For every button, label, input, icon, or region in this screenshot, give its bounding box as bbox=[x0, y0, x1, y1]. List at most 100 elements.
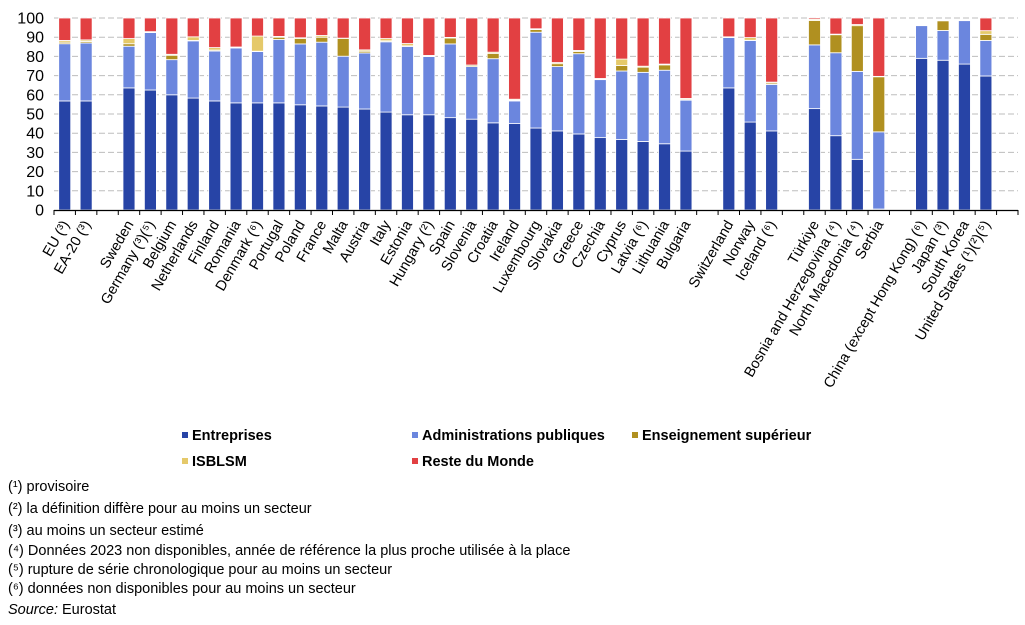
bar-segment-administrations-publiques bbox=[272, 39, 286, 104]
bar-segment-entreprises bbox=[722, 87, 736, 211]
bar-segment-reste-du-monde bbox=[401, 17, 414, 44]
bar-segment-entreprises bbox=[636, 141, 650, 211]
bar-segment-administrations-publiques bbox=[251, 51, 264, 104]
bar-segment-administrations-publiques bbox=[679, 99, 693, 152]
bar-segment-administrations-publiques bbox=[186, 40, 200, 99]
bar-segment-isblsm bbox=[743, 37, 757, 41]
bar-segment-enseignement-sup-rieur bbox=[293, 37, 307, 45]
bar-segment-reste-du-monde bbox=[636, 17, 650, 67]
bar-segment-enseignement-sup-rieur bbox=[658, 64, 671, 71]
bars bbox=[58, 17, 993, 211]
bar-segment-reste-du-monde bbox=[144, 17, 157, 33]
bar-segment-entreprises bbox=[936, 59, 950, 211]
bar-segment-entreprises bbox=[122, 87, 136, 211]
legend-swatch-icon bbox=[182, 432, 188, 439]
bar-segment-reste-du-monde bbox=[422, 17, 436, 56]
legend-label: Enseignement supérieur bbox=[642, 428, 812, 444]
bar-segment-enseignement-sup-rieur bbox=[443, 37, 457, 45]
bar-segment-reste-du-monde bbox=[293, 17, 307, 39]
bar-segment-entreprises bbox=[765, 130, 779, 211]
bar-segment-administrations-publiques bbox=[551, 66, 564, 132]
bar-segment-reste-du-monde bbox=[593, 17, 607, 79]
bar-segment-administrations-publiques bbox=[122, 45, 136, 89]
bar-segment-administrations-publiques bbox=[872, 131, 886, 210]
bar-segment-isblsm bbox=[251, 35, 264, 52]
legend-item-administrations-publiques: Administrations publiques bbox=[412, 428, 605, 444]
bar-segment-reste-du-monde bbox=[186, 17, 200, 38]
bar-segment-entreprises bbox=[508, 123, 521, 211]
bar-segment-entreprises bbox=[79, 100, 93, 211]
bar-segment-entreprises bbox=[615, 139, 629, 211]
bar-segment-reste-du-monde bbox=[79, 17, 93, 41]
source-label: Source: bbox=[8, 602, 58, 618]
y-tick-label: 80 bbox=[26, 49, 44, 66]
footnotes: (¹) provisoire (²) la définition diffère… bbox=[8, 478, 570, 620]
bar-segment-entreprises bbox=[551, 130, 564, 211]
bar-segment-reste-du-monde bbox=[251, 17, 264, 37]
bar-segment-reste-du-monde bbox=[315, 17, 329, 36]
bar-segment-enseignement-sup-rieur bbox=[808, 20, 821, 46]
bar-segment-reste-du-monde bbox=[615, 17, 629, 60]
bar-segment-entreprises bbox=[186, 97, 200, 211]
bar-segment-administrations-publiques bbox=[529, 31, 543, 129]
bar-segment-administrations-publiques bbox=[829, 52, 843, 137]
legend-swatch-icon bbox=[632, 432, 638, 439]
stacked-bar-chart: 0 10 20 30 40 50 60 70 80 90 100 EU (³)EA-20 (³) Sw… bbox=[17, 11, 1019, 391]
legend-label: Reste du Monde bbox=[422, 454, 534, 470]
bar-segment-enseignement-sup-rieur bbox=[636, 66, 650, 73]
bar-segment-reste-du-monde bbox=[208, 17, 222, 48]
bar-segment-enseignement-sup-rieur bbox=[936, 20, 950, 31]
y-tick-label: 100 bbox=[17, 11, 44, 28]
bar-segment-administrations-publiques bbox=[208, 50, 222, 102]
bar-segment-administrations-publiques bbox=[144, 32, 157, 91]
source-line: Source: Eurostat bbox=[8, 601, 570, 620]
y-tick-label: 10 bbox=[26, 183, 44, 200]
bar-segment-administrations-publiques bbox=[315, 41, 329, 107]
bar-segment-entreprises bbox=[251, 102, 264, 211]
bar-segment-administrations-publiques bbox=[443, 43, 457, 119]
bar-segment-administrations-publiques bbox=[658, 69, 671, 145]
bar-segment-entreprises bbox=[658, 143, 671, 211]
y-axis-ticks: 0 10 20 30 40 50 60 70 80 90 100 bbox=[17, 11, 44, 220]
bar-segment-enseignement-sup-rieur bbox=[529, 29, 543, 33]
bar-segment-entreprises bbox=[679, 150, 693, 211]
bar-segment-entreprises bbox=[165, 94, 179, 211]
bar-segment-reste-du-monde bbox=[679, 17, 693, 99]
bar-segment-administrations-publiques bbox=[958, 20, 971, 65]
y-tick-label: 30 bbox=[26, 145, 44, 162]
legend-label: ISBLSM bbox=[192, 454, 247, 470]
footnote-2: (²) la définition diffère pour au moins … bbox=[8, 501, 312, 517]
bar-segment-reste-du-monde bbox=[443, 17, 457, 38]
bar-segment-reste-du-monde bbox=[808, 17, 821, 20]
bar-segment-entreprises bbox=[465, 118, 479, 211]
bar-segment-entreprises bbox=[850, 158, 864, 211]
bar-segment-reste-du-monde bbox=[658, 17, 671, 65]
bar-segment-entreprises bbox=[529, 127, 543, 211]
y-tick-label: 60 bbox=[26, 87, 44, 104]
bar-segment-administrations-publiques bbox=[508, 100, 521, 125]
bar-segment-entreprises bbox=[229, 102, 243, 211]
bar-segment-enseignement-sup-rieur bbox=[165, 54, 179, 61]
bar-segment-reste-du-monde bbox=[551, 17, 564, 63]
bar-segment-entreprises bbox=[58, 100, 72, 211]
bar-segment-enseignement-sup-rieur bbox=[850, 25, 864, 72]
bar-segment-isblsm bbox=[122, 38, 136, 45]
bar-segment-administrations-publiques bbox=[808, 44, 821, 110]
y-tick-label: 20 bbox=[26, 164, 44, 181]
bar-segment-entreprises bbox=[315, 105, 329, 211]
footnote-3: (³) au moins un secteur estimé bbox=[8, 523, 204, 539]
bar-segment-entreprises bbox=[358, 108, 372, 211]
y-tick-label: 40 bbox=[26, 126, 44, 143]
bar-segment-enseignement-sup-rieur bbox=[336, 37, 350, 57]
y-tick-label: 50 bbox=[26, 107, 44, 124]
bar-segment-reste-du-monde bbox=[272, 17, 286, 37]
bar-segment-entreprises bbox=[293, 104, 307, 211]
bar-segment-entreprises bbox=[401, 114, 414, 211]
bar-segment-isblsm bbox=[615, 58, 629, 66]
bar-segment-reste-du-monde bbox=[379, 17, 393, 39]
bar-segment-entreprises bbox=[443, 117, 457, 211]
bar-segment-administrations-publiques bbox=[850, 70, 864, 160]
bar-segment-reste-du-monde bbox=[165, 17, 179, 55]
bar-segment-reste-du-monde bbox=[765, 17, 779, 83]
